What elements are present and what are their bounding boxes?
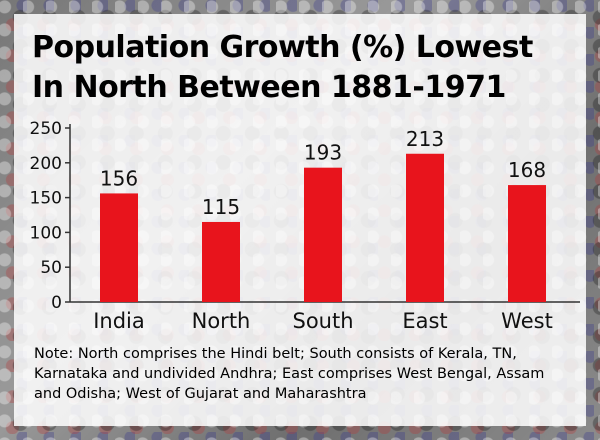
bar-north xyxy=(202,221,240,302)
data-label: 193 xyxy=(304,141,342,165)
y-tick-label: 150 xyxy=(30,189,62,209)
chart-title: Population Growth (%) Lowest In North Be… xyxy=(32,28,582,108)
y-tick-label: 0 xyxy=(51,293,62,313)
data-label: 156 xyxy=(100,166,138,190)
chart-note: Note: North comprises the Hindi belt; So… xyxy=(34,346,545,402)
bar-south xyxy=(304,167,342,302)
bar-india xyxy=(100,193,138,302)
data-label: 115 xyxy=(202,195,240,219)
data-label: 168 xyxy=(508,158,546,182)
x-tick-label: East xyxy=(402,309,447,333)
y-tick-label: 200 xyxy=(30,154,62,174)
chart-title-line-2: In North Between 1881-1971 xyxy=(32,70,506,105)
bar-east xyxy=(406,153,444,302)
data-label: 213 xyxy=(406,127,444,151)
y-tick-label: 250 xyxy=(30,119,62,139)
y-tick-label: 50 xyxy=(40,258,62,278)
x-tick-label: India xyxy=(93,309,145,333)
x-tick-label: North xyxy=(192,309,251,333)
x-tick-label: South xyxy=(292,309,353,333)
x-tick-label: West xyxy=(501,309,553,333)
y-tick-label: 100 xyxy=(30,223,62,243)
chart-title-line-1: Population Growth (%) Lowest xyxy=(32,30,533,65)
bar-west xyxy=(508,185,546,302)
